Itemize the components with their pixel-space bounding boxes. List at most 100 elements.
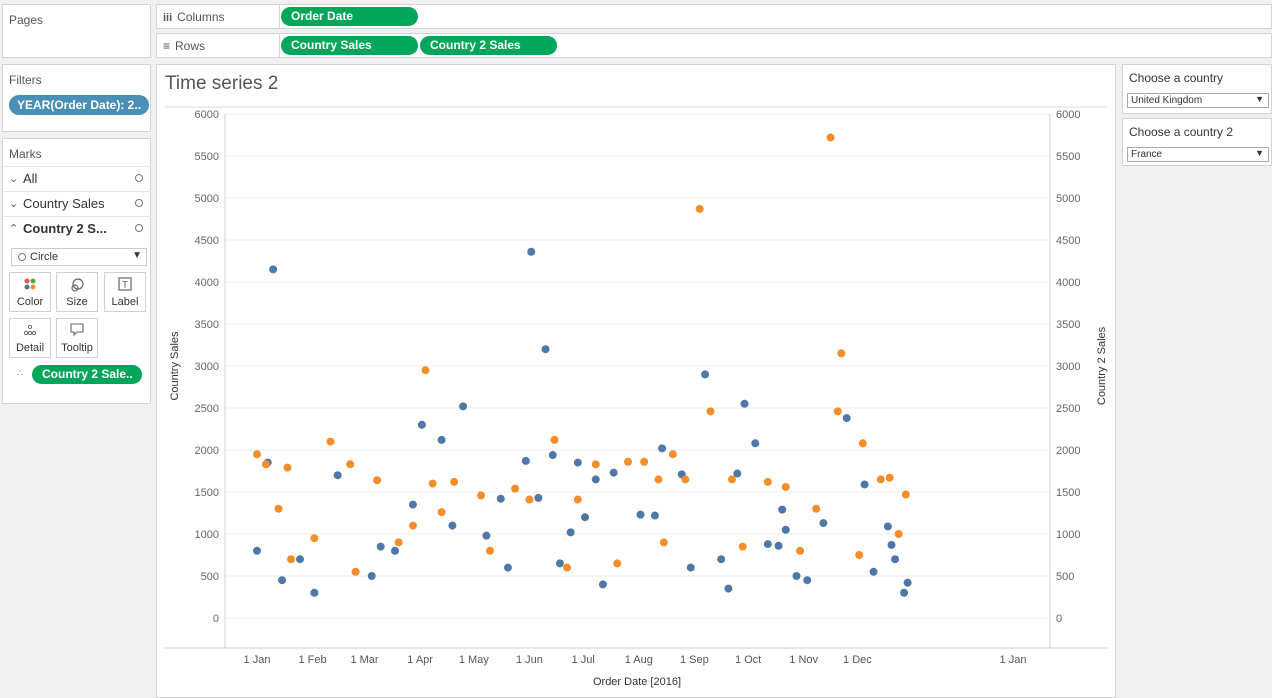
marks-title: Marks [9, 147, 42, 161]
param-panel-country-2[interactable]: Choose a country 2 France ▼ [1122, 118, 1272, 166]
y-tick-label-right: 6000 [1056, 109, 1080, 121]
country-sales-point [496, 494, 505, 503]
country-2-select-value: France [1131, 149, 1163, 160]
country-sales-point [650, 511, 659, 520]
country-sales-point [534, 493, 543, 502]
param-panel-country[interactable]: Choose a country United Kingdom ▼ [1122, 64, 1272, 114]
detail-icon [10, 323, 50, 339]
rows-pill-country-sales[interactable]: Country Sales [281, 36, 418, 55]
rows-label: ≡ Rows [163, 39, 206, 53]
marks-all-row[interactable]: ⌄ All [3, 166, 151, 191]
label-icon: T [105, 277, 145, 293]
scatter-chart[interactable]: 0 0 500 500 1000 1000 1500 1500 2000 2000 2500 2500… [157, 65, 1115, 697]
y-tick-label-right: 5500 [1056, 151, 1080, 163]
size-icon [57, 277, 97, 293]
columns-pill-order-date[interactable]: Order Date [281, 7, 418, 26]
country-sales-point [763, 540, 772, 549]
marks-country-2-sales-row[interactable]: ⌃ Country 2 S... [3, 216, 151, 241]
chart-panel: Time series 2 0 0 500 500 1000 1000 1500 1500 20… [156, 64, 1116, 698]
circle-icon [135, 224, 143, 232]
y-tick-label-right: 3000 [1056, 361, 1080, 373]
country-sales-point [269, 265, 278, 274]
country-2-sales-point [351, 567, 360, 576]
country-2-sales-point [659, 538, 668, 547]
y-tick-label-left: 4000 [195, 277, 219, 289]
country-2-sales-point [812, 504, 821, 513]
country-2-sales-point [894, 530, 903, 538]
country-sales-point [887, 540, 896, 549]
shelf-divider [279, 5, 280, 28]
circle-icon [18, 253, 26, 261]
country-2-sales-point [681, 475, 690, 484]
country-2-sales-point [796, 546, 805, 555]
country-2-sales-point [654, 475, 663, 484]
circle-icon [135, 174, 143, 182]
y-tick-label-left: 6000 [195, 109, 219, 121]
country-sales-point [751, 439, 760, 448]
y-axis-title-left: Country Sales [169, 331, 181, 401]
country-2-select[interactable]: France ▼ [1127, 147, 1269, 162]
country-sales-point [367, 572, 376, 580]
country-2-sales-point [421, 366, 430, 375]
marks-panel[interactable]: Marks ⌄ All ⌄ Country Sales ⌃ Country 2 … [2, 138, 151, 404]
circle-icon [135, 199, 143, 207]
tooltip-button[interactable]: Tooltip [56, 318, 98, 358]
country-2-sales-point [781, 482, 790, 491]
country-sales-point [573, 458, 582, 467]
filter-pill-year[interactable]: YEAR(Order Date): 2.. [9, 95, 149, 115]
y-tick-label-left: 1000 [195, 529, 219, 541]
country-2-sales-point [408, 521, 417, 530]
color-button-label: Color [16, 296, 44, 308]
country-2-sales-point [727, 475, 736, 484]
country-2-sales-point [511, 484, 520, 493]
country-2-sales-point [550, 435, 559, 444]
y-tick-label-left: 5500 [195, 151, 219, 163]
country-2-sales-point [287, 555, 296, 564]
country-2-sales-point [738, 542, 747, 551]
country-sales-point [333, 471, 342, 480]
mark-type-dropdown[interactable]: Circle ▼ [11, 248, 147, 266]
size-button[interactable]: Size [56, 272, 98, 312]
country-sales-point [503, 563, 512, 572]
y-tick-label-left: 1500 [195, 487, 219, 499]
country-sales-point [842, 414, 851, 423]
country-sales-point [701, 370, 710, 379]
x-tick-label: 1 Oct [735, 654, 761, 666]
marks-country-sales-row[interactable]: ⌄ Country Sales [3, 191, 151, 216]
country-sales-point [860, 480, 869, 489]
tooltip-button-label: Tooltip [61, 342, 93, 354]
marks-detail-pill[interactable]: Country 2 Sale.. [32, 365, 142, 384]
country-2-sales-point [763, 477, 772, 486]
rows-pill-country-2-sales[interactable]: Country 2 Sales [420, 36, 557, 55]
label-button[interactable]: T Label [104, 272, 146, 312]
country-sales-point [636, 510, 645, 519]
country-sales-point [903, 578, 912, 587]
country-sales-point [278, 576, 287, 585]
country-2-sales-point [901, 490, 910, 499]
country-2-sales-point [855, 551, 864, 559]
x-tick-label: 1 Sep [680, 654, 709, 666]
country-sales-point [376, 542, 385, 551]
country-2-sales-point [613, 559, 622, 568]
svg-text:T: T [122, 280, 128, 291]
country-sales-point [417, 420, 426, 429]
rows-shelf[interactable]: ≡ Rows Country Sales Country 2 Sales [156, 33, 1272, 58]
columns-shelf[interactable]: iii Columns Order Date [156, 4, 1272, 29]
detail-button[interactable]: Detail [9, 318, 51, 358]
country-sales-point [819, 519, 828, 528]
country-2-sales-point [695, 204, 704, 213]
param-title-country: Choose a country [1129, 71, 1224, 85]
marks-item-label: Country Sales [23, 196, 105, 211]
color-button[interactable]: Color [9, 272, 51, 312]
pages-panel[interactable]: Pages [2, 4, 151, 58]
country-select[interactable]: United Kingdom ▼ [1127, 93, 1269, 108]
country-sales-point [566, 528, 575, 537]
country-2-sales-point [833, 407, 842, 416]
country-sales-point [555, 559, 564, 568]
chevron-down-icon: ⌄ [9, 173, 19, 185]
filters-panel[interactable]: Filters YEAR(Order Date): 2.. [2, 64, 151, 132]
country-sales-point [541, 345, 550, 354]
country-sales-point [548, 451, 557, 460]
tooltip-icon [57, 323, 97, 339]
y-tick-label-right: 3500 [1056, 319, 1080, 331]
